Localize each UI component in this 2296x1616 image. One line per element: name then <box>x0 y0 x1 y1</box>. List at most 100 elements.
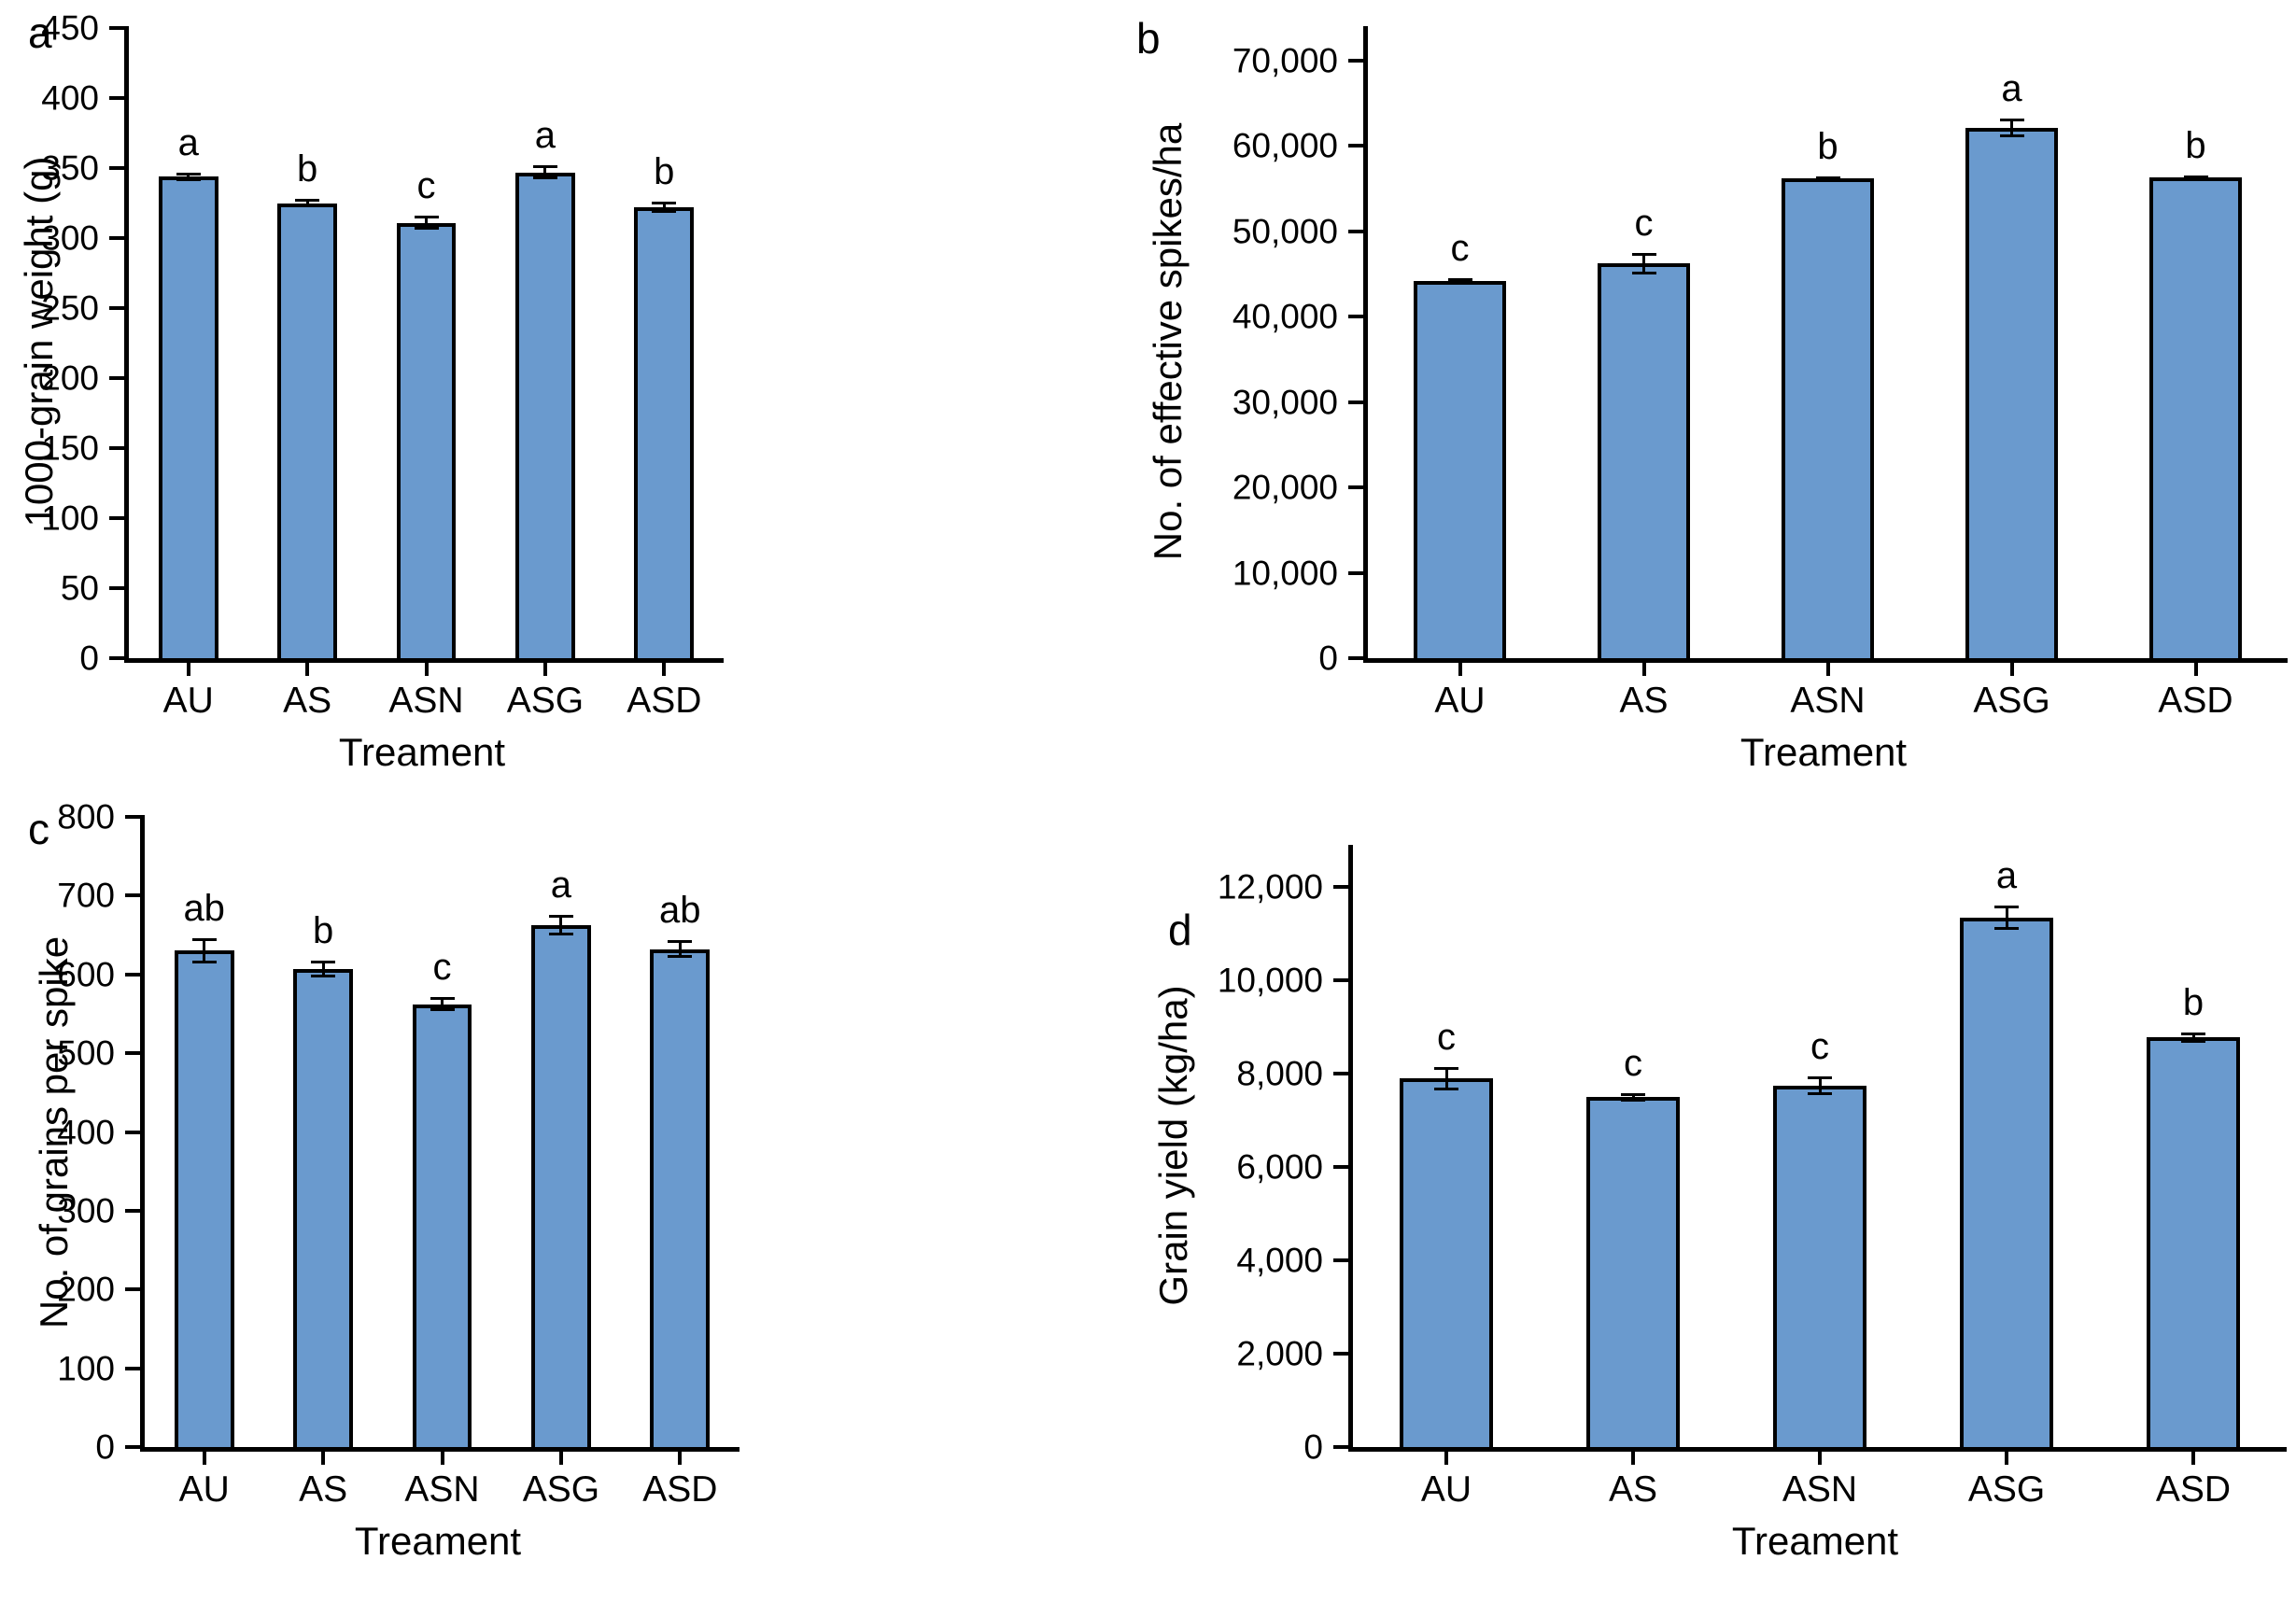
error-bar-cap-bottom <box>1808 1091 1832 1095</box>
error-bar-as <box>1631 1092 1635 1102</box>
x-category-label-asg: ASG <box>522 1469 600 1510</box>
x-tick-mark-asn <box>1818 1447 1822 1465</box>
x-category-label-au: AU <box>162 681 214 721</box>
x-tick-mark-asd <box>2191 1447 2195 1465</box>
panel-d-grain-yield: d Grain yield (kg/ha) 0 2,000 4,000 6,000 8,… <box>1148 808 2296 1616</box>
error-bar-au <box>187 172 190 181</box>
y-tick-mark <box>125 1445 145 1449</box>
y-tick-mark <box>125 1208 145 1213</box>
y-tick-label: 100 <box>57 1349 115 1388</box>
x-tick-mark-asn <box>424 658 429 676</box>
x-category-label-asn: ASN <box>404 1469 480 1510</box>
bar-asd <box>650 949 711 1447</box>
y-tick-label: 4,000 <box>1236 1241 1323 1280</box>
y-tick-mark <box>125 893 145 898</box>
y-tick-label: 70,000 <box>1232 41 1338 80</box>
significance-letter-as: b <box>312 909 334 951</box>
error-bar-cap-top <box>548 915 573 919</box>
error-bar-cap-bottom <box>1994 926 2019 930</box>
y-tick-label: 0 <box>1318 639 1338 678</box>
x-category-label-asg: ASG <box>1973 681 2050 721</box>
x-category-label-as: AS <box>1619 681 1669 721</box>
y-tick-label: 400 <box>41 78 99 118</box>
error-bar-cap-bottom <box>311 975 336 978</box>
y-tick-label: 700 <box>57 876 115 915</box>
error-bar-as <box>1642 252 1645 274</box>
y-tick-label: 200 <box>41 358 99 398</box>
panel-letter-d: d <box>1168 906 1192 954</box>
significance-letter-as: c <box>1624 1042 1642 1084</box>
x-category-label-as: AS <box>299 1469 348 1510</box>
error-bar-cap-bottom <box>532 176 557 179</box>
error-bar-cap-top <box>430 997 455 1001</box>
error-bar-au <box>1444 1066 1448 1090</box>
error-bar-asg <box>543 165 547 179</box>
x-tick-mark-au <box>202 1447 206 1465</box>
y-tick-mark <box>109 26 129 30</box>
error-bar-asn <box>1818 1075 1822 1095</box>
bar-asg <box>1965 127 2058 658</box>
y-tick-mark <box>109 306 129 310</box>
y-tick-mark <box>1333 1165 1353 1169</box>
panel-letter-b: b <box>1136 14 1161 63</box>
y-tick-label: 50 <box>60 569 99 608</box>
error-bar-cap-top <box>1447 278 1472 282</box>
bar-au <box>174 950 234 1447</box>
error-bar-cap-top <box>176 172 201 176</box>
y-tick-mark <box>1333 978 1353 982</box>
plot-area-d: 0 2,000 4,000 6,000 8,000 10,000 12,000 c AU c AS c… <box>1218 845 2287 1508</box>
error-bar-asg <box>2010 118 2013 137</box>
bar-asn <box>1773 1085 1866 1447</box>
x-category-label-asg: ASG <box>1967 1469 2046 1510</box>
error-bar-cap-bottom <box>2183 176 2208 180</box>
y-tick-mark <box>1348 229 1368 233</box>
x-axis-title-b: Treament <box>1740 730 1908 774</box>
y-tick-label: 20,000 <box>1232 468 1338 507</box>
error-bar-cap-bottom <box>414 227 439 230</box>
y-tick-label: 100 <box>41 499 99 538</box>
y-tick-label: 50,000 <box>1232 212 1338 251</box>
x-category-label-asd: ASD <box>2155 1469 2232 1510</box>
significance-letter-asn: c <box>416 165 436 206</box>
bar-asn <box>396 222 457 658</box>
y-tick-mark <box>109 376 129 381</box>
x-tick-mark-asg <box>2009 658 2014 676</box>
significance-letter-au: c <box>1450 228 1470 270</box>
significance-letter-asg: a <box>1995 854 2018 896</box>
x-category-label-asd: ASD <box>642 1469 718 1510</box>
x-category-label-asn: ASN <box>1782 1469 1858 1510</box>
significance-letter-asd: b <box>2182 981 2204 1023</box>
panel-letter-a: a <box>28 8 52 57</box>
error-bar-cap-bottom <box>652 210 677 213</box>
x-category-label-au: AU <box>1434 681 1486 721</box>
x-tick-mark-as <box>1631 1447 1635 1465</box>
error-bar-cap-top <box>414 216 439 218</box>
y-tick-label: 150 <box>41 429 99 468</box>
error-bar-asn <box>441 997 444 1012</box>
y-tick-label: 2,000 <box>1236 1334 1323 1373</box>
panel-c-grains-per-spike: c No. of grains per spike 0 100 200 300 400 5… <box>0 800 1148 1616</box>
error-bar-asg <box>2005 905 2008 930</box>
y-tick-label: 300 <box>57 1191 115 1230</box>
panel-letter-c: c <box>28 805 49 853</box>
error-bar-asd <box>2191 1032 2195 1043</box>
y-tick-mark <box>109 236 129 241</box>
bar-asg <box>515 172 575 658</box>
error-bar-cap-top <box>668 940 693 944</box>
bar-asd <box>2149 176 2242 658</box>
plot-area-b: 0 10,000 20,000 30,000 40,000 50,000 60,000 70,… <box>1233 26 2288 719</box>
error-bar-cap-top <box>652 202 677 204</box>
error-bar-cap-top <box>1994 905 2019 908</box>
y-tick-mark <box>109 516 129 521</box>
y-axis-title-a: 1000-grain weight (g) <box>17 156 61 527</box>
y-axis-title-d: Grain yield (kg/ha) <box>1151 985 1195 1306</box>
y-tick-mark <box>125 815 145 819</box>
significance-letter-au: c <box>1437 1016 1456 1058</box>
x-category-label-au: AU <box>1420 1469 1472 1510</box>
significance-letter-asn: b <box>1817 125 1838 167</box>
bar-as <box>277 203 337 658</box>
x-category-label-asd: ASD <box>627 681 702 721</box>
bar-au <box>158 176 218 658</box>
bar-au <box>1400 1078 1493 1447</box>
y-tick-label: 0 <box>1303 1427 1323 1467</box>
